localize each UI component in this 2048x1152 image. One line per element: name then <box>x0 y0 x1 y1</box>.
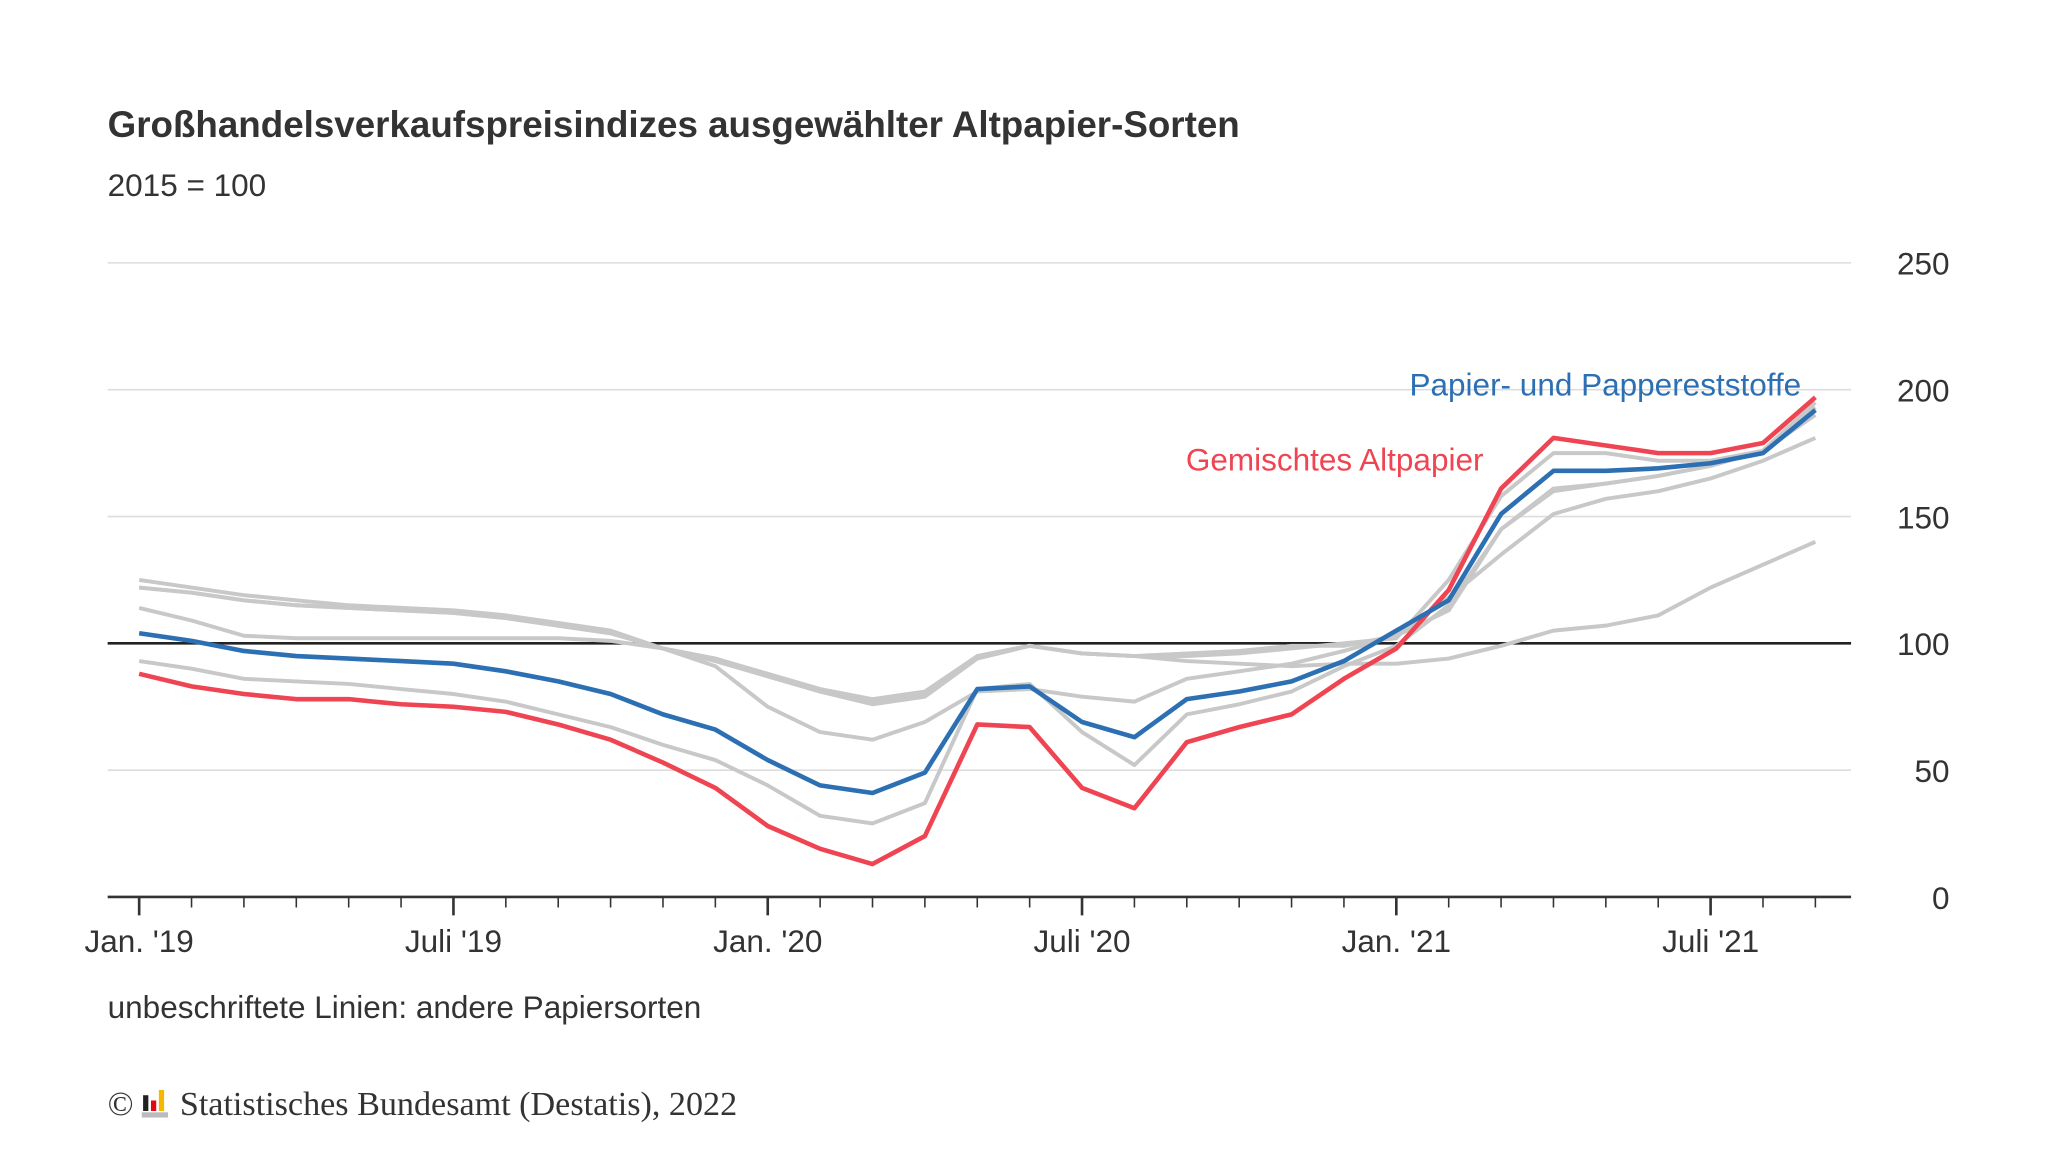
y-tick-label: 50 <box>1914 753 1949 789</box>
series-lines <box>138 395 1817 867</box>
x-tick-label: Juli '21 <box>1662 923 1759 959</box>
label-gemischtes-altpapier: Gemischtes Altpapier <box>1186 441 1484 477</box>
chart-title: Großhandelsverkaufspreisindizes ausgewäh… <box>108 104 1240 145</box>
x-tick-label: Jan. '20 <box>713 923 822 959</box>
chart-note: unbeschriftete Linien: andere Papiersort… <box>108 989 702 1025</box>
copyright-symbol: © <box>108 1086 134 1123</box>
chart-subtitle: 2015 = 100 <box>108 167 267 203</box>
series-line-papier-und-pappereststoffe <box>138 408 1817 796</box>
x-tick-label: Juli '20 <box>1033 923 1130 959</box>
x-tick-label: Jan. '21 <box>1342 923 1451 959</box>
x-tick-label: Juli '19 <box>405 923 502 959</box>
x-axis: Jan. '19 Juli '19 Jan. '20 Juli '20 Jan. '21… <box>84 895 1852 959</box>
y-tick-label: 200 <box>1897 373 1950 409</box>
series-line-gemischtes-altpapier <box>138 395 1817 867</box>
source-text: Statistisches Bundesamt (Destatis), 2022 <box>180 1086 737 1123</box>
series-line-other-5 <box>138 540 1817 702</box>
label-papier-pappereststoffe: Papier- und Pappereststoffe <box>1410 366 1802 402</box>
gridlines <box>107 262 1852 771</box>
y-tick-label: 0 <box>1932 880 1950 916</box>
y-tick-label: 150 <box>1897 499 1950 535</box>
y-tick-label: 100 <box>1897 626 1950 662</box>
y-tick-label: 250 <box>1897 246 1950 282</box>
series-line-other-3 <box>138 436 1817 742</box>
x-tick-label: Jan. '19 <box>84 923 193 959</box>
series-line-other-4 <box>138 413 1817 826</box>
destatis-logo-icon <box>141 1089 169 1118</box>
y-axis: 0 50 100 150 200 250 <box>1897 246 1950 916</box>
